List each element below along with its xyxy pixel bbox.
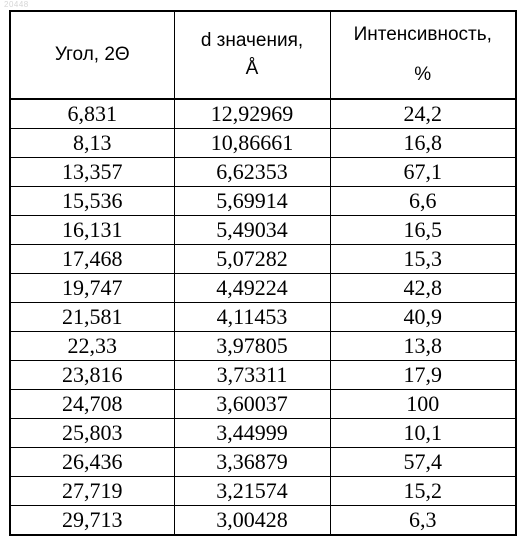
cell-d-value: 3,00428 (173, 505, 331, 536)
watermark-number: 20448 (4, 0, 29, 9)
cell-intensity: 40,9 (329, 302, 517, 332)
table-row: 16,131 5,49034 16,5 (9, 215, 517, 245)
cell-intensity: 57,4 (329, 447, 517, 477)
cell-angle: 17,468 (9, 244, 175, 274)
table-row: 29,713 3,00428 6,3 (9, 505, 517, 536)
cell-d-value: 3,73311 (173, 360, 331, 390)
table-row: 27,719 3,21574 15,2 (9, 476, 517, 506)
cell-angle: 25,803 (9, 418, 175, 448)
cell-d-value: 6,62353 (173, 157, 331, 187)
cell-angle: 24,708 (9, 389, 175, 419)
cell-angle: 23,816 (9, 360, 175, 390)
cell-angle: 16,131 (9, 215, 175, 245)
cell-d-value: 5,07282 (173, 244, 331, 274)
cell-intensity: 16,5 (329, 215, 517, 245)
cell-intensity: 15,2 (329, 476, 517, 506)
cell-angle: 19,747 (9, 273, 175, 303)
table-row: 15,536 5,69914 6,6 (9, 186, 517, 216)
cell-d-value: 3,21574 (173, 476, 331, 506)
cell-d-value: 3,60037 (173, 389, 331, 419)
xrd-peak-table: Угол, 2Θ d значения, Å Интенсивность, % … (9, 10, 517, 536)
cell-d-value: 5,49034 (173, 215, 331, 245)
cell-d-value: 3,44999 (173, 418, 331, 448)
header-angle: Угол, 2Θ (9, 10, 175, 100)
cell-intensity: 16,8 (329, 128, 517, 158)
cell-intensity: 67,1 (329, 157, 517, 187)
table-row: 8,13 10,86661 16,8 (9, 128, 517, 158)
cell-angle: 27,719 (9, 476, 175, 506)
header-intensity: Интенсивность, % (329, 10, 517, 100)
table-row: 21,581 4,11453 40,9 (9, 302, 517, 332)
table-row: 17,468 5,07282 15,3 (9, 244, 517, 274)
header-intensity-label: Интенсивность, (353, 24, 492, 46)
cell-intensity: 42,8 (329, 273, 517, 303)
table-row: 26,436 3,36879 57,4 (9, 447, 517, 477)
table-row: 25,803 3,44999 10,1 (9, 418, 517, 448)
cell-d-value: 3,97805 (173, 331, 331, 361)
table-row: 23,816 3,73311 17,9 (9, 360, 517, 390)
cell-angle: 6,831 (9, 98, 175, 129)
table-row: 24,708 3,60037 100 (9, 389, 517, 419)
cell-intensity: 15,3 (329, 244, 517, 274)
header-d-value: d значения, Å (173, 10, 331, 100)
table-row: 22,33 3,97805 13,8 (9, 331, 517, 361)
table-body: 6,831 12,92969 24,2 8,13 10,86661 16,8 13,357 6… (9, 98, 517, 536)
cell-angle: 13,357 (9, 157, 175, 187)
cell-angle: 15,536 (9, 186, 175, 216)
cell-angle: 29,713 (9, 505, 175, 536)
cell-intensity: 6,3 (329, 505, 517, 536)
table-row: 13,357 6,62353 67,1 (9, 157, 517, 187)
header-d-value-unit: Å (245, 58, 259, 79)
cell-intensity: 24,2 (329, 98, 517, 129)
cell-angle: 8,13 (9, 128, 175, 158)
table-row: 19,747 4,49224 42,8 (9, 273, 517, 303)
cell-intensity: 13,8 (329, 331, 517, 361)
cell-d-value: 3,36879 (173, 447, 331, 477)
header-intensity-unit: % (414, 64, 432, 85)
cell-d-value: 10,86661 (173, 128, 331, 158)
cell-intensity: 10,1 (329, 418, 517, 448)
cell-angle: 26,436 (9, 447, 175, 477)
cell-intensity: 100 (329, 389, 517, 419)
table-row: 6,831 12,92969 24,2 (9, 98, 517, 129)
cell-intensity: 6,6 (329, 186, 517, 216)
header-d-value-label: d значения, (200, 30, 304, 52)
cell-d-value: 5,69914 (173, 186, 331, 216)
cell-d-value: 12,92969 (173, 98, 331, 129)
cell-intensity: 17,9 (329, 360, 517, 390)
header-row: Угол, 2Θ d значения, Å Интенсивность, % (9, 10, 517, 100)
cell-angle: 21,581 (9, 302, 175, 332)
cell-d-value: 4,11453 (173, 302, 331, 332)
header-angle-label: Угол, 2Θ (54, 44, 130, 66)
cell-angle: 22,33 (9, 331, 175, 361)
cell-d-value: 4,49224 (173, 273, 331, 303)
